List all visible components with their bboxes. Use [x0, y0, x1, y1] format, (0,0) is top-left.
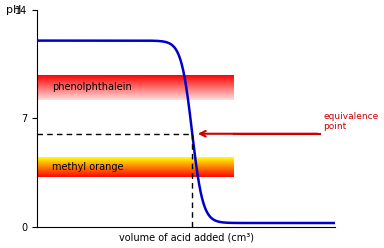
- Bar: [37, 168, 234, 169]
- Bar: [37, 174, 234, 175]
- Bar: [37, 97, 234, 98]
- Bar: [37, 75, 234, 76]
- Bar: [37, 98, 234, 99]
- Bar: [37, 96, 234, 97]
- Bar: [37, 158, 234, 159]
- Text: methyl orange: methyl orange: [52, 162, 123, 172]
- Bar: [37, 80, 234, 81]
- Bar: [37, 82, 234, 83]
- Bar: [37, 157, 234, 158]
- Bar: [37, 169, 234, 170]
- Text: phenolphthalein: phenolphthalein: [52, 82, 132, 92]
- Bar: [37, 162, 234, 163]
- Bar: [37, 164, 234, 165]
- Bar: [37, 163, 234, 164]
- Text: equivalence
point: equivalence point: [323, 112, 378, 131]
- Bar: [37, 173, 234, 174]
- Bar: [37, 165, 234, 166]
- Bar: [37, 175, 234, 176]
- Bar: [37, 93, 234, 94]
- Bar: [37, 159, 234, 160]
- Bar: [37, 94, 234, 95]
- Bar: [37, 161, 234, 162]
- Bar: [37, 79, 234, 80]
- Bar: [37, 95, 234, 96]
- Bar: [37, 77, 234, 78]
- Bar: [37, 76, 234, 77]
- Bar: [37, 87, 234, 88]
- Bar: [37, 176, 234, 177]
- Bar: [37, 170, 234, 171]
- Bar: [37, 167, 234, 168]
- Bar: [37, 172, 234, 173]
- Bar: [37, 81, 234, 82]
- Bar: [37, 160, 234, 161]
- Bar: [37, 91, 234, 92]
- Bar: [37, 85, 234, 86]
- Bar: [37, 84, 234, 85]
- Bar: [37, 99, 234, 100]
- Bar: [37, 92, 234, 93]
- Bar: [37, 83, 234, 84]
- Bar: [37, 90, 234, 91]
- Y-axis label: pH: pH: [5, 5, 21, 15]
- Bar: [37, 86, 234, 87]
- Bar: [37, 88, 234, 89]
- Bar: [37, 89, 234, 90]
- Bar: [37, 171, 234, 172]
- Bar: [37, 78, 234, 79]
- Bar: [37, 166, 234, 167]
- X-axis label: volume of acid added (cm³): volume of acid added (cm³): [119, 232, 253, 243]
